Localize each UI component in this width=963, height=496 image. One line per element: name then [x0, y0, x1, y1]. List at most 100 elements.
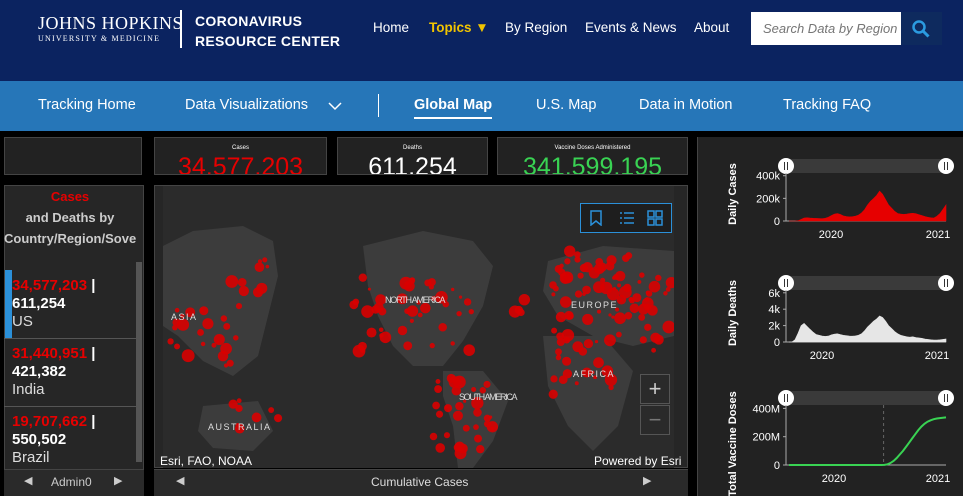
- case-bubble[interactable]: [655, 274, 662, 282]
- list-item[interactable]: 31,440,951 | 421,382 India: [12, 345, 136, 399]
- case-bubble[interactable]: [406, 305, 419, 317]
- case-bubble[interactable]: [488, 415, 493, 419]
- case-bubble[interactable]: [606, 287, 620, 301]
- case-bubble[interactable]: [555, 311, 567, 323]
- case-bubble[interactable]: [650, 332, 661, 343]
- case-bubble[interactable]: [443, 432, 450, 439]
- case-bubble[interactable]: [471, 396, 484, 410]
- slider-handle[interactable]: [778, 390, 794, 406]
- case-bubble[interactable]: [235, 404, 243, 413]
- case-bubble[interactable]: [581, 367, 592, 378]
- case-bubble[interactable]: [591, 370, 595, 374]
- case-bubble[interactable]: [603, 366, 607, 370]
- case-bubble[interactable]: [548, 389, 558, 399]
- case-bubble[interactable]: [594, 339, 599, 344]
- case-bubble[interactable]: [429, 432, 438, 441]
- case-bubble[interactable]: [225, 275, 239, 288]
- subnav-us-map[interactable]: U.S. Map: [536, 97, 597, 113]
- case-bubble[interactable]: [403, 341, 413, 351]
- case-bubble[interactable]: [593, 375, 597, 380]
- case-bubble[interactable]: [559, 296, 572, 308]
- world-map[interactable]: ASIA NORTH AMERICA EUROPE AFRICA SOUTH A…: [163, 186, 674, 468]
- nav-events-news[interactable]: Events & News: [585, 20, 677, 35]
- case-bubble[interactable]: [235, 303, 243, 310]
- case-bubble[interactable]: [202, 318, 214, 330]
- case-bubble[interactable]: [181, 349, 195, 363]
- powered-by-esri[interactable]: Powered by Esri: [594, 454, 682, 468]
- chevron-down-icon[interactable]: [328, 102, 342, 111]
- case-bubble[interactable]: [554, 264, 563, 273]
- case-bubble[interactable]: [435, 443, 446, 453]
- case-bubble[interactable]: [435, 291, 448, 304]
- case-bubble[interactable]: [604, 334, 616, 347]
- case-bubble[interactable]: [361, 305, 374, 318]
- case-bubble[interactable]: [614, 270, 626, 282]
- case-bubble[interactable]: [396, 293, 408, 305]
- caret-right-icon[interactable]: ▶: [643, 475, 652, 487]
- case-bubble[interactable]: [226, 359, 234, 367]
- case-bubble[interactable]: [174, 307, 180, 313]
- case-bubble[interactable]: [556, 338, 565, 347]
- case-bubble[interactable]: [397, 325, 408, 336]
- case-bubble[interactable]: [638, 313, 646, 321]
- case-bubble[interactable]: [404, 308, 410, 314]
- case-bubble[interactable]: [483, 420, 491, 428]
- case-bubble[interactable]: [450, 341, 455, 346]
- case-bubble[interactable]: [579, 263, 588, 273]
- case-bubble[interactable]: [424, 279, 432, 287]
- case-bubble[interactable]: [453, 443, 463, 452]
- case-bubble[interactable]: [574, 381, 579, 386]
- case-bubble[interactable]: [473, 408, 482, 417]
- case-bubble[interactable]: [474, 434, 483, 443]
- case-bubble[interactable]: [435, 410, 444, 418]
- case-bubble[interactable]: [608, 384, 614, 391]
- case-bubble[interactable]: [432, 401, 440, 410]
- jhu-logo[interactable]: JOHNS HOPKINS UNIVERSITY & MEDICINE: [38, 13, 183, 43]
- case-bubble[interactable]: [637, 279, 642, 284]
- case-bubble[interactable]: [639, 272, 645, 278]
- case-bubble[interactable]: [228, 399, 238, 409]
- case-bubble[interactable]: [431, 296, 436, 301]
- case-bubble[interactable]: [199, 307, 204, 313]
- case-bubble[interactable]: [268, 407, 275, 414]
- nav-topics[interactable]: Topics ▼: [429, 20, 489, 35]
- case-bubble[interactable]: [574, 251, 581, 258]
- case-bubble[interactable]: [662, 320, 674, 334]
- bookmark-icon[interactable]: [589, 210, 603, 226]
- case-bubble[interactable]: [574, 290, 583, 298]
- case-bubble[interactable]: [551, 327, 558, 334]
- case-bubble[interactable]: [458, 295, 463, 299]
- case-bubble[interactable]: [463, 298, 472, 306]
- case-bubble[interactable]: [257, 259, 263, 264]
- case-bubble[interactable]: [456, 310, 462, 317]
- case-bubble[interactable]: [254, 293, 258, 297]
- caret-right-icon[interactable]: ▶: [114, 475, 123, 487]
- case-bubble[interactable]: [471, 386, 477, 392]
- case-bubble[interactable]: [416, 300, 421, 305]
- case-bubble[interactable]: [349, 300, 359, 310]
- case-bubble[interactable]: [483, 380, 491, 388]
- case-bubble[interactable]: [220, 315, 228, 322]
- case-bubble[interactable]: [444, 405, 449, 409]
- case-bubble[interactable]: [366, 327, 377, 338]
- case-bubble[interactable]: [639, 336, 647, 344]
- case-bubble[interactable]: [408, 277, 415, 285]
- basemap-gallery-icon[interactable]: [647, 210, 663, 226]
- case-bubble[interactable]: [237, 277, 247, 287]
- case-bubble[interactable]: [438, 322, 447, 332]
- case-bubble[interactable]: [358, 273, 368, 282]
- case-bubble[interactable]: [476, 444, 485, 454]
- case-bubble[interactable]: [562, 271, 567, 276]
- case-bubble[interactable]: [629, 303, 640, 314]
- nav-by-region[interactable]: By Region: [505, 20, 568, 35]
- case-bubble[interactable]: [451, 376, 455, 381]
- case-bubble[interactable]: [593, 357, 604, 368]
- case-bubble[interactable]: [254, 262, 265, 272]
- case-bubble[interactable]: [562, 369, 573, 379]
- case-bubble[interactable]: [566, 312, 574, 320]
- case-bubble[interactable]: [435, 379, 441, 384]
- case-bubble[interactable]: [451, 385, 462, 396]
- case-bubble[interactable]: [562, 356, 572, 366]
- case-bubble[interactable]: [614, 312, 626, 325]
- case-bubble[interactable]: [611, 315, 615, 319]
